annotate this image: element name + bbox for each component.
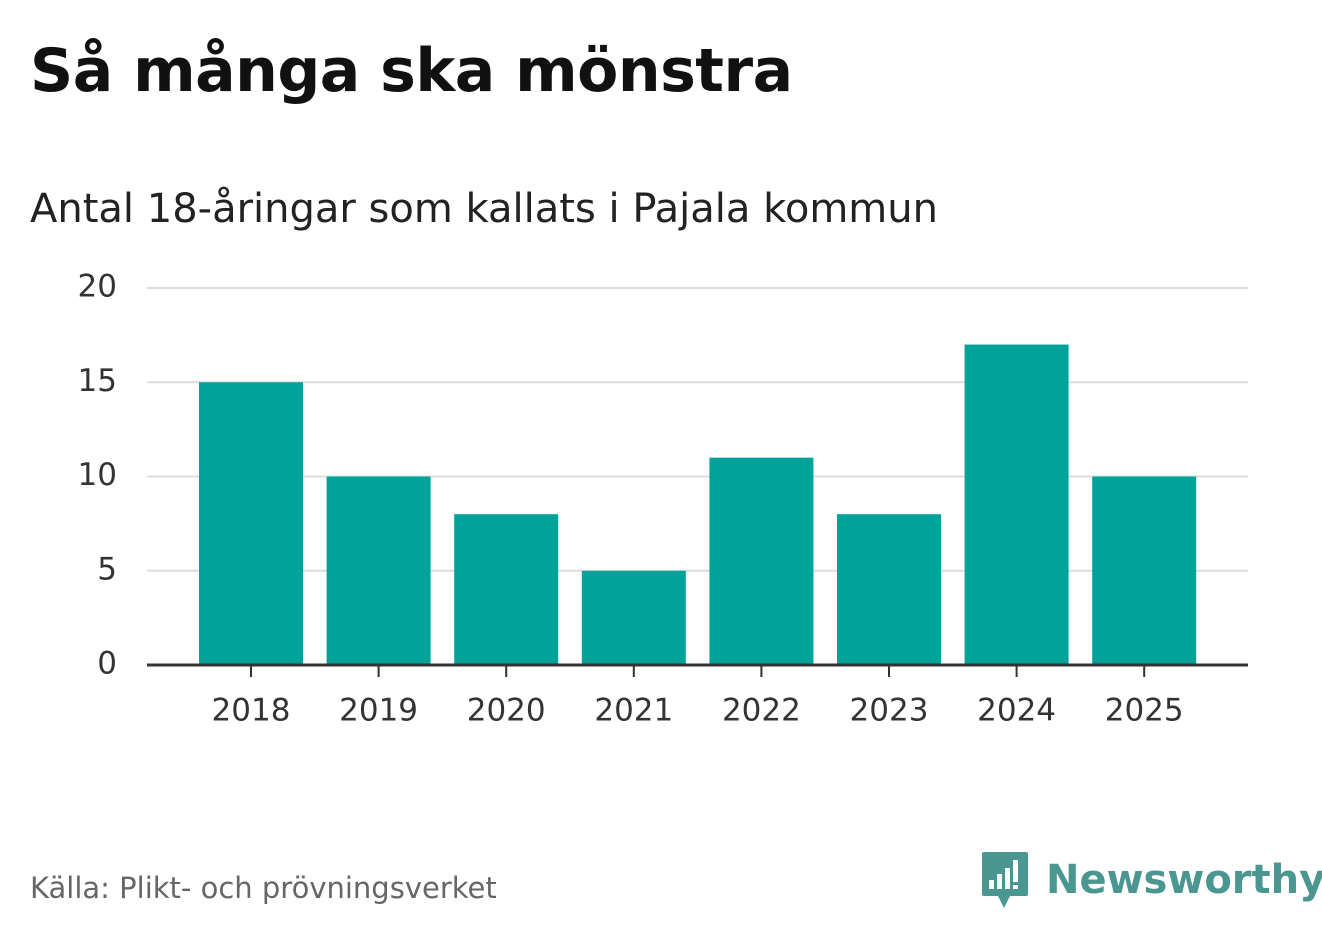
source-note: Källa: Plikt- och prövningsverket: [30, 871, 497, 905]
newsworthy-logo-icon: [982, 852, 1028, 908]
bar-2025: [1092, 476, 1197, 665]
bar-2024: [964, 344, 1069, 665]
y-tick-label: 0: [97, 646, 117, 682]
x-tick-label: 2019: [339, 693, 418, 729]
x-tick-label: 2020: [467, 693, 546, 729]
x-tick-label: 2025: [1105, 693, 1184, 729]
y-tick-label: 10: [78, 457, 117, 493]
y-tick-label: 5: [97, 551, 117, 587]
bar-chart: 0 5 10 15 20 2018 2019 2020 2021 2022 2023 2024 2025: [78, 269, 1248, 729]
y-tick-label: 15: [78, 363, 117, 399]
x-tick-label: 2024: [977, 693, 1056, 729]
bar-2022: [709, 457, 814, 665]
bar-2021: [581, 570, 686, 665]
chart-title: Så många ska mönstra: [30, 36, 793, 106]
x-tick-label: 2018: [212, 693, 291, 729]
x-tick-label: 2021: [594, 693, 673, 729]
brand-name: Newsworthy: [1046, 857, 1322, 903]
bar-2018: [199, 382, 303, 665]
x-tick-label: 2023: [850, 693, 929, 729]
y-tick-label: 20: [78, 269, 117, 305]
bar-2023: [837, 514, 941, 665]
bar-2019: [326, 476, 431, 665]
x-tick-label: 2022: [722, 693, 801, 729]
bar-2020: [454, 514, 559, 665]
brand-logo-group: Newsworthy: [980, 850, 1322, 910]
chart-subtitle: Antal 18-åringar som kallats i Pajala ko…: [30, 186, 938, 232]
